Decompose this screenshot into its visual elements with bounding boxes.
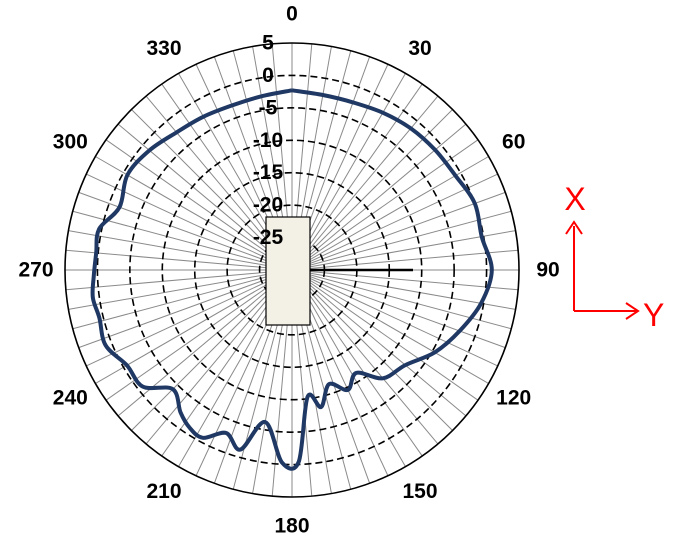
radial-tick-label: -25 [253,226,284,249]
series-line-0 [90,88,494,471]
angle-tick-label: 210 [146,480,181,503]
angle-tick-label: 300 [53,131,88,154]
angular-gridline [291,269,467,417]
radial-tick-label: -5 [259,96,278,119]
angle-tick-label: 120 [496,387,531,410]
angular-gridline [291,83,423,271]
radial-gridline [96,74,488,466]
angular-gridline [131,269,293,431]
angular-gridline [291,73,406,271]
radial-gridline [161,139,423,401]
angular-gridline [291,269,453,431]
x-axis-arrow-head [565,220,583,235]
antenna-body [265,216,311,326]
radial-tick-label: -10 [253,129,283,152]
angle-tick-label: 60 [502,131,525,154]
radial-tick-label: 0 [262,64,274,87]
y-axis-letter: Y [643,297,664,333]
angular-gridline [291,173,498,271]
angular-gridline [291,269,498,367]
angular-gridline [291,269,512,330]
angular-gridline [291,269,519,291]
angular-gridline [72,269,293,330]
radial-gridline [129,107,455,433]
angular-gridline [131,109,293,271]
angular-gridline [291,269,489,384]
angular-gridline [291,95,439,271]
outer-ring [64,42,520,498]
angle-tick-label: 180 [274,515,309,538]
angular-gridline [72,210,293,271]
x-axis-letter: X [564,181,585,217]
radial-tick-label: 5 [262,32,274,55]
angular-gridline [86,269,293,367]
antenna-overlay [265,216,413,326]
angular-gridline [291,269,516,310]
angular-gridline [291,269,439,445]
angular-gridline [291,269,406,467]
angular-gridline [117,123,293,271]
radial-tick-label: -15 [253,161,284,184]
angle-tick-label: 240 [53,387,88,410]
angular-gridline [68,269,293,310]
angular-gridline [291,191,506,271]
angular-gridline [291,123,467,271]
axis-indicator: X Y [564,181,664,333]
y-axis-arrow-head [625,302,640,320]
angular-gridline [68,230,293,271]
angle-tick-label: 90 [536,259,559,282]
angular-gridline [78,269,293,349]
series-layer [90,88,494,471]
angular-gridline [117,269,293,417]
angle-tick-label: 270 [18,259,53,282]
angular-gridline [291,269,423,457]
angular-gridline [291,249,519,271]
angular-gridline [78,191,293,271]
angular-gridline [86,173,293,271]
angle-tick-label: 30 [408,37,431,60]
angle-tick-label: 0 [286,3,298,26]
angle-tick-label: 150 [402,480,437,503]
angular-gridline [291,210,512,271]
angular-gridline [291,269,506,349]
angular-gridline [291,109,453,271]
angle-tick-label: 330 [146,37,181,60]
angular-gridline [291,269,479,401]
angular-gridline [65,249,293,271]
angular-gridline [65,269,293,291]
angular-gridline [291,230,516,271]
radial-tick-label: -20 [253,194,283,217]
